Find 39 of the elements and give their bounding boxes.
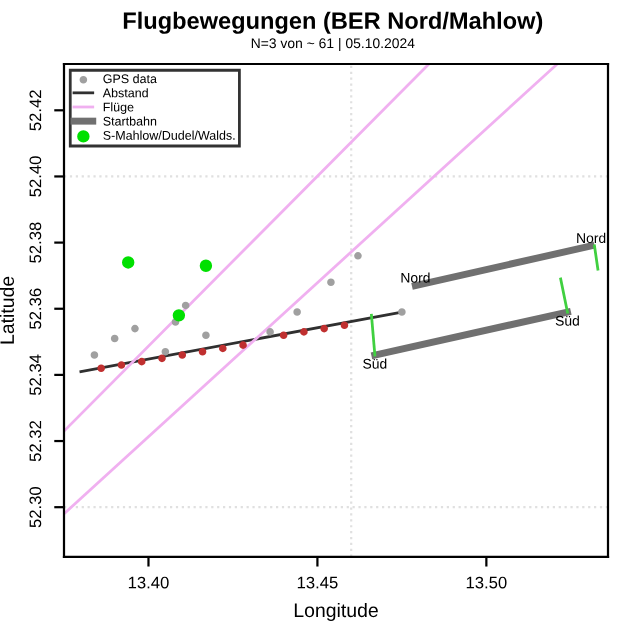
point [181,301,190,310]
point [239,341,247,349]
y-tick-label: 52.36 [29,288,42,329]
y-tick-label: 52.38 [29,222,42,263]
point [199,259,213,272]
point [97,364,105,373]
point [300,328,308,336]
point [122,256,135,269]
point [219,344,227,353]
point [178,351,187,359]
point [90,351,99,359]
point [161,347,170,356]
y-tick-label: 52.40 [29,156,42,197]
point [340,321,349,330]
point [158,354,166,363]
x-tick-label: 13.40 [128,576,169,589]
point [293,308,301,316]
point [198,347,207,356]
point [327,278,335,287]
y-tick-label: 52.32 [29,421,42,462]
y-axis-title: Latitude [0,276,15,344]
point [172,309,186,322]
point [398,308,406,316]
point [320,324,328,333]
point [137,357,146,366]
y-tick-label: 52.42 [29,90,42,131]
point [202,331,210,339]
x-tick-label: 13.50 [466,576,507,589]
y-tick-label: 52.34 [29,354,42,396]
chart-title: Flugbewegungen (BER Nord/Mahlow) [123,11,543,34]
point [354,252,362,260]
y-tick-label: 52.30 [29,486,42,528]
point [279,331,288,339]
point [110,334,119,343]
x-axis-title: Longitude [294,602,378,622]
x-tick-label: 13.45 [297,576,338,589]
point [117,361,126,369]
point [266,328,274,336]
point [131,324,139,333]
